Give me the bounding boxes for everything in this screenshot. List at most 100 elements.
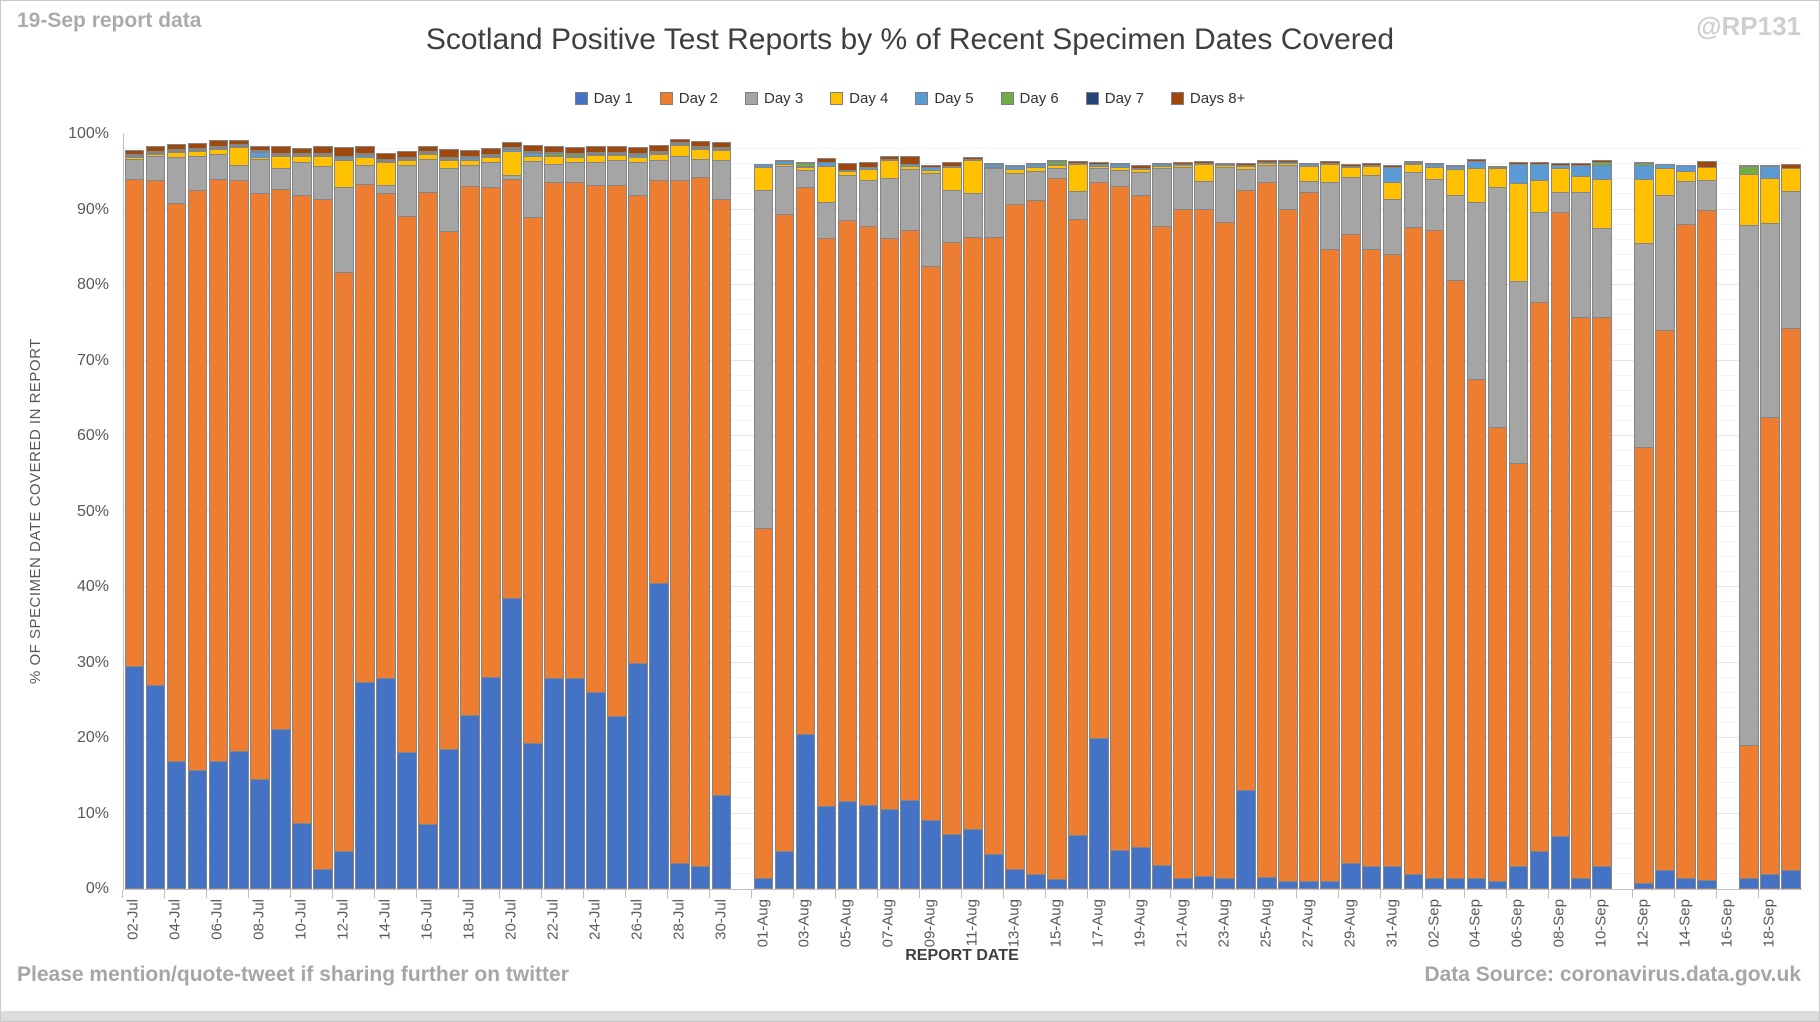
x-slot-12-Jul: 12-Jul xyxy=(331,890,354,963)
segment-day-2 xyxy=(585,184,606,693)
legend-swatch-icon xyxy=(1085,92,1099,105)
bar-slot-30-Aug xyxy=(1361,134,1382,889)
stacked-bar-04-Jul xyxy=(166,134,187,889)
x-tick-label: 10-Sep xyxy=(1592,899,1610,948)
x-tick-label: 16-Jul xyxy=(418,899,436,940)
gridline-minor xyxy=(124,253,1802,255)
segment-day-3 xyxy=(1110,170,1130,187)
stacked-bar-02-Sep xyxy=(1424,134,1445,889)
segment-day-5 xyxy=(1529,163,1550,182)
legend-swatch-icon xyxy=(659,92,673,105)
bar-slot-03-Sep xyxy=(1445,134,1466,889)
segment-day-1 xyxy=(669,862,690,889)
segment-day-5 xyxy=(1382,166,1403,184)
segment-day-4 xyxy=(271,155,292,170)
gridline-major xyxy=(124,510,1802,512)
stacked-bar-14-Aug xyxy=(1026,134,1046,889)
gridline-minor xyxy=(124,238,1802,240)
x-tick-label: 05-Aug xyxy=(837,899,855,948)
gridline-minor xyxy=(124,329,1802,331)
segment-day-3 xyxy=(1760,222,1780,418)
segment-day-4 xyxy=(1592,179,1613,230)
bar-slot-20-Aug xyxy=(1151,134,1172,889)
segment-day-3 xyxy=(795,170,816,189)
segment-day-1 xyxy=(1592,866,1613,889)
segment-day-3 xyxy=(942,189,963,244)
segment-day-3 xyxy=(124,158,145,180)
segment-day-2 xyxy=(208,178,229,762)
legend-label: Day 3 xyxy=(763,90,804,107)
gridline-minor xyxy=(124,842,1802,844)
segment-day-2 xyxy=(1760,416,1780,875)
legend-swatch-icon xyxy=(574,92,588,105)
segment-day-2 xyxy=(1340,233,1361,864)
stacked-bar-12-Sep xyxy=(1634,134,1655,889)
stacked-bar-06-Aug xyxy=(858,134,879,889)
segment-day-3 xyxy=(1781,191,1801,329)
gridline-minor xyxy=(124,797,1802,799)
segment-day-2 xyxy=(564,181,585,680)
x-tick-label: 24-Jul xyxy=(586,899,604,940)
segment-day-4 xyxy=(1319,164,1340,184)
bar-slot-07-Jul xyxy=(229,134,250,889)
segment-day-2 xyxy=(1781,327,1801,872)
segment-day-3 xyxy=(1403,171,1424,229)
segment-day-4 xyxy=(1760,177,1780,224)
segment-day-3 xyxy=(418,159,438,193)
segment-day-1 xyxy=(942,833,963,889)
segment-day-3 xyxy=(1487,187,1508,429)
segment-day-3 xyxy=(1445,194,1466,281)
legend-swatch-icon xyxy=(1170,92,1184,105)
bar-slot-03-Jul xyxy=(145,134,166,889)
segment-day-2 xyxy=(1382,253,1403,868)
segment-day-1 xyxy=(1215,877,1235,889)
segment-day-2 xyxy=(271,189,292,730)
gridline-major xyxy=(124,435,1802,436)
segment-day-3 xyxy=(900,168,921,232)
segment-day-2 xyxy=(1655,329,1676,872)
segment-day-2 xyxy=(1571,316,1592,879)
segment-day-4 xyxy=(1781,167,1801,193)
legend-swatch-icon xyxy=(744,92,758,105)
segment-day-1 xyxy=(1277,881,1298,889)
bar-slot-13-Aug xyxy=(1005,134,1026,889)
legend: Day 1 Day 2 Day 3 Day 4 Day 5 Day 6 Day 7 Days … xyxy=(1,90,1819,107)
bar-slot-06-Aug xyxy=(858,134,879,889)
segment-day-2 xyxy=(648,180,669,585)
segment-day-3 xyxy=(816,202,837,239)
x-slot-07-Aug: 07-Aug xyxy=(876,890,899,963)
segment-day-3 xyxy=(690,158,711,179)
bar-slot-09-Aug xyxy=(921,134,942,889)
legend-item-day-2: Day 2 xyxy=(659,90,718,107)
segment-day-2 xyxy=(1634,446,1655,884)
gridline-major xyxy=(124,737,1802,738)
segment-day-2 xyxy=(1487,427,1508,883)
segment-day-2 xyxy=(1697,209,1717,881)
stacked-bar-09-Sep xyxy=(1571,134,1592,889)
bar-slot-06-Jul xyxy=(208,134,229,889)
stacked-bar-04-Aug xyxy=(816,134,837,889)
gridline-minor xyxy=(124,163,1802,165)
segment-day-3 xyxy=(1424,179,1445,232)
gridline-major xyxy=(124,208,1802,210)
stacked-bar-28-Aug xyxy=(1319,134,1340,889)
segment-day-1 xyxy=(1194,876,1214,889)
segment-day-1 xyxy=(1026,873,1046,889)
segment-day-2 xyxy=(334,272,355,853)
segment-day-1 xyxy=(1382,866,1403,889)
segment-day-3 xyxy=(1235,168,1256,192)
segment-day-2 xyxy=(355,184,375,684)
segment-day-3 xyxy=(1068,191,1088,220)
segment-day-2 xyxy=(481,187,501,678)
stacked-bar-19-Sep xyxy=(1781,134,1801,889)
segment-day-3 xyxy=(837,174,858,222)
bar-slot-09-Sep xyxy=(1571,134,1592,889)
stacked-bar-10-Jul xyxy=(292,134,313,889)
segment-day-2 xyxy=(1256,181,1277,878)
stacked-bar-26-Jul xyxy=(627,134,648,889)
stacked-bar-26-Aug xyxy=(1277,134,1298,889)
segment-day-1 xyxy=(1508,866,1529,889)
x-slot-16-Sep: 16-Sep xyxy=(1715,890,1738,963)
bar-slot-24-Aug xyxy=(1235,134,1256,889)
gridline-minor xyxy=(124,389,1802,391)
